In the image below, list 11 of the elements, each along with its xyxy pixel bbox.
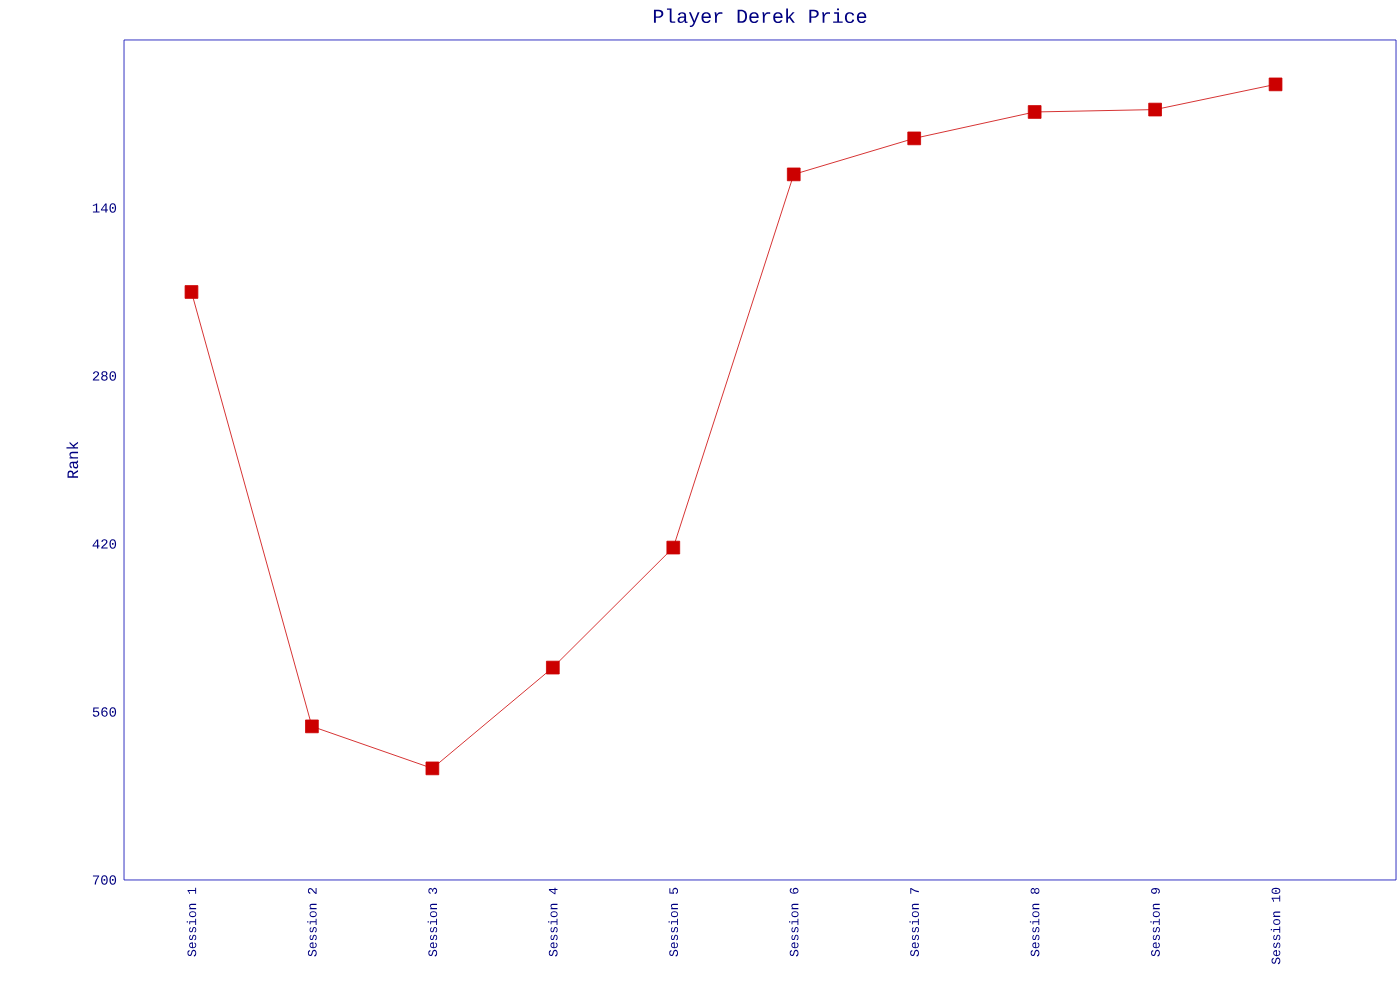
point [666, 540, 681, 555]
point [546, 660, 560, 675]
point [786, 167, 801, 182]
point [425, 761, 440, 776]
chart-title: Player Derek Price [653, 8, 867, 27]
point [907, 131, 921, 146]
point [184, 285, 199, 299]
point [1268, 77, 1283, 92]
point [305, 719, 319, 734]
point [1148, 102, 1162, 117]
point [1027, 105, 1042, 119]
